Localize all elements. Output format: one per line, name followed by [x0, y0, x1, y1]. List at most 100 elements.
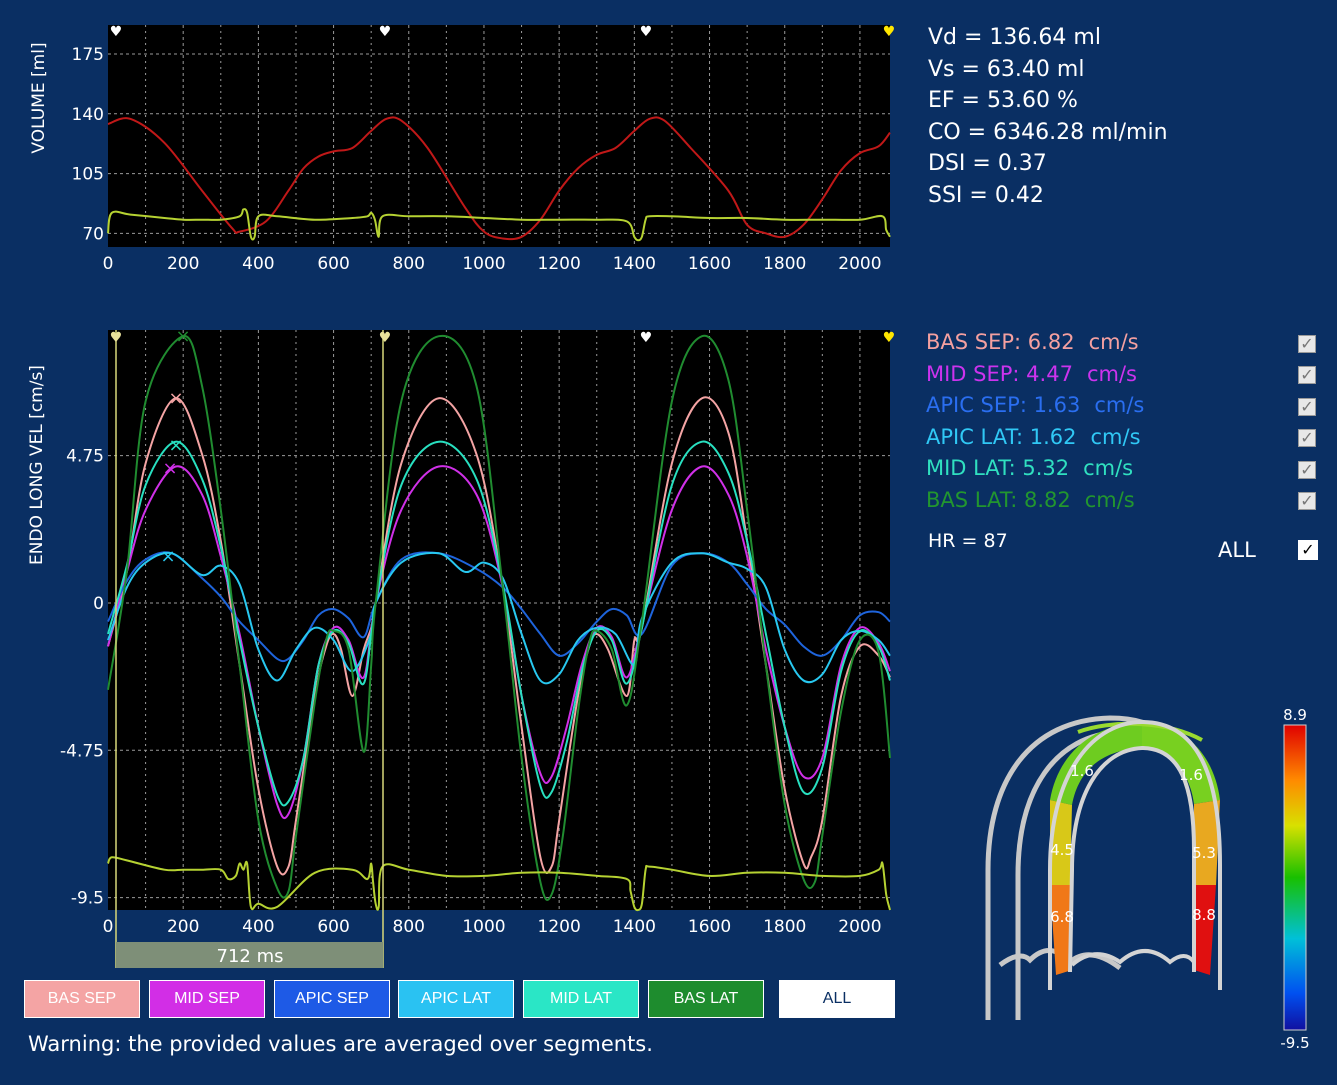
mid-sep-button[interactable]: MID SEP: [149, 980, 265, 1018]
apic-lat-button[interactable]: APIC LAT: [398, 980, 514, 1018]
legend-item: MID SEP: 4.47 cm/s: [926, 362, 1137, 386]
velocity-plot-area: [108, 330, 890, 910]
segment-bas-sep[interactable]: [1050, 885, 1072, 975]
all-checkbox[interactable]: ✓: [1298, 540, 1318, 560]
myocardium-segments: [1050, 721, 1220, 975]
cycle-duration-bar: [116, 942, 383, 968]
x-tick-label: 1400: [613, 254, 656, 274]
segment-heart-model: 1.6 1.6 4.5 5.3 6.8 8.8 8.9 -9.5: [985, 706, 1310, 1052]
heart-marker-icon: ♥: [640, 24, 653, 40]
legend-unit: cm/s: [1094, 393, 1145, 417]
x-tick-label: 1000: [462, 917, 505, 937]
averaging-warning: Warning: the provided values are average…: [28, 1032, 653, 1056]
bas-sep-button[interactable]: BAS SEP: [24, 980, 140, 1018]
x-tick-label: 0: [103, 917, 114, 937]
velocity-ylabel: ENDO LONG VEL [cm/s]: [27, 365, 47, 565]
mid-lat-series: [107, 440, 891, 807]
segment-bas-lat[interactable]: [1194, 885, 1216, 975]
x-tick-label: 1600: [688, 917, 731, 937]
x-tick-label: 1200: [538, 254, 581, 274]
legend-label: BAS SEP: 6.82: [926, 330, 1075, 354]
stat-vd: Vd = 136.64 ml: [928, 25, 1101, 50]
segment-apic-sep[interactable]: [1050, 722, 1142, 805]
stat-vs: Vs = 63.40 ml: [928, 56, 1085, 82]
bas-sep-checkbox[interactable]: ✓: [1298, 335, 1316, 353]
bas-lat-peak-marker: ×: [175, 326, 190, 347]
legend-label: MID LAT: 5.32: [926, 456, 1070, 480]
x-tick-label: 1800: [763, 917, 806, 937]
volume-chart: VOLUME [ml] 175 140 105 70 0 200 400 600 800 100…: [29, 24, 896, 274]
x-tick-label: 1600: [688, 254, 731, 274]
peak-markers: × × × × ×: [160, 326, 190, 567]
heart-marker-icon: ♥: [640, 330, 653, 346]
apic-lat-checkbox[interactable]: ✓: [1298, 429, 1316, 447]
x-tick-label: 1400: [613, 917, 656, 937]
legend-item: MID LAT: 5.32 cm/s: [926, 456, 1133, 480]
all-button[interactable]: ALL: [779, 980, 895, 1018]
bas-lat-button[interactable]: BAS LAT: [648, 980, 764, 1018]
volume-plot-area: [108, 25, 890, 247]
volume-y-ticks: 175 140 105 70: [72, 45, 104, 244]
x-tick-label: 0: [103, 254, 114, 274]
y-tick-label: -4.75: [60, 741, 104, 761]
legend-unit: cm/s: [1088, 330, 1139, 354]
y-tick-label: 70: [82, 224, 104, 244]
volume-ylabel: VOLUME [ml]: [29, 42, 49, 153]
mid-lat-checkbox[interactable]: ✓: [1298, 461, 1316, 479]
legend-unit: cm/s: [1090, 424, 1141, 449]
x-tick-label: 600: [317, 917, 349, 937]
x-tick-label: 2000: [838, 917, 881, 937]
apic-sep-button[interactable]: APIC SEP: [274, 980, 390, 1018]
mid-lat-button[interactable]: MID LAT: [523, 980, 639, 1018]
velocity-chart: ENDO LONG VEL [cm/s] × × × × × ♥ ♥ ♥ ♥ 4…: [27, 326, 896, 968]
legend-unit: cm/s: [1084, 487, 1135, 512]
ecg-series: [107, 856, 891, 912]
x-tick-label: 2000: [838, 254, 881, 274]
legend-unit: cm/s: [1083, 456, 1134, 480]
legend-item: BAS SEP: 6.82 cm/s: [926, 330, 1139, 354]
stat-ef: EF = 53.60 %: [928, 88, 1078, 113]
segment-value-apic-lat: 1.6: [1179, 766, 1203, 784]
legend-item: APIC LAT: 1.62 cm/s: [926, 425, 1141, 449]
x-tick-label: 400: [242, 917, 274, 937]
heart-marker-icon: ♥: [883, 330, 896, 346]
heart-rate: HR = 87: [928, 530, 1008, 552]
segment-value-bas-lat: 8.8: [1192, 906, 1216, 924]
volume-grid: [108, 25, 890, 247]
velocity-x-ticks: 0 200 400 600 800 1000 1200 1400 1600 1800 2000: [103, 917, 882, 937]
x-tick-label: 200: [167, 254, 199, 274]
y-tick-label: 175: [72, 45, 104, 65]
y-tick-label: 105: [72, 165, 104, 185]
legend-unit: cm/s: [1086, 361, 1137, 386]
bas-sep-peak-marker: ×: [168, 388, 183, 409]
x-tick-label: 1800: [763, 254, 806, 274]
volume-markers: ♥ ♥ ♥ ♥: [110, 24, 896, 40]
legend-label: APIC SEP: 1.63: [926, 393, 1081, 417]
heart-marker-icon: ♥: [110, 24, 123, 40]
mid-lat-peak-marker: ×: [168, 435, 183, 456]
inner-outline: [1048, 719, 1222, 990]
cycle-duration-label: 712 ms: [217, 946, 284, 967]
segment-value-apic-sep: 1.6: [1070, 762, 1094, 780]
segment-legend: BAS SEP: 6.82 cm/s MID SEP: 4.47 cm/s APIC S…: [926, 330, 1326, 530]
bas-lat-checkbox[interactable]: ✓: [1298, 492, 1316, 510]
volume-x-ticks: 0 200 400 600 800 1000 1200 1400 1600 1800 2000: [103, 254, 882, 274]
legend-label: BAS LAT: 8.82: [926, 487, 1071, 512]
stat-co: CO = 6346.28 ml/min: [928, 119, 1168, 145]
mid-sep-peak-marker: ×: [162, 458, 177, 479]
ecg-series: [107, 116, 891, 241]
stat-ssi: SSI = 0.42: [928, 182, 1044, 208]
y-tick-label: -9.5: [71, 889, 104, 909]
segment-mid-lat[interactable]: [1194, 800, 1220, 885]
apic-sep-checkbox[interactable]: ✓: [1298, 398, 1316, 416]
legend-label: APIC LAT: 1.62: [926, 424, 1077, 449]
x-tick-label: 1200: [538, 917, 581, 937]
x-tick-label: 400: [242, 254, 274, 274]
segment-value-bas-sep: 6.8: [1050, 908, 1074, 926]
x-tick-label: 800: [393, 917, 425, 937]
mid-sep-checkbox[interactable]: ✓: [1298, 366, 1316, 384]
volume-stats: Vd = 136.64 ml Vs = 63.40 ml EF = 53.60 …: [928, 22, 1168, 211]
segment-apic-lat[interactable]: [1142, 722, 1220, 804]
all-label: ALL: [1218, 538, 1256, 562]
x-tick-label: 1000: [462, 254, 505, 274]
